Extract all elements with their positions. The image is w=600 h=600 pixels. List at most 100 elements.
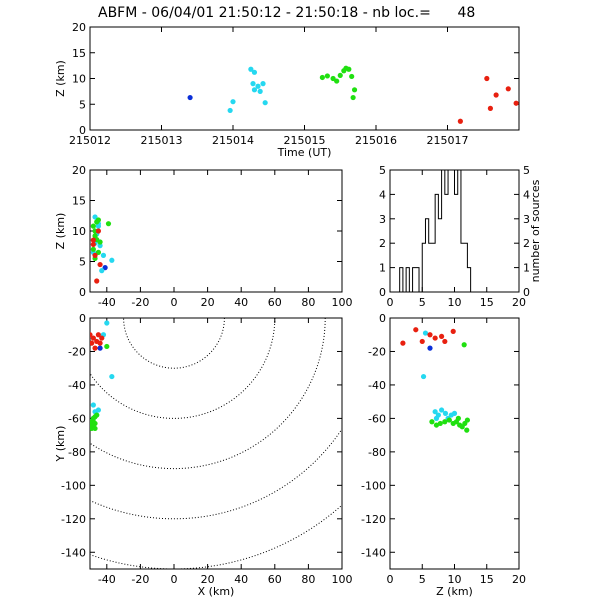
height-histogram-xtick-label: 20 <box>512 296 526 309</box>
height-y-point-blue <box>427 345 433 351</box>
x-height-point-blue <box>102 265 108 271</box>
height-y-point-cyan <box>451 410 458 416</box>
figure-title: ABFM - 06/04/01 21:50:12 - 21:50:18 - nb… <box>98 5 475 21</box>
x-y-plan-point-red <box>90 335 96 341</box>
height-y-point-green <box>429 419 435 425</box>
range-ring <box>123 318 225 369</box>
x-y-plan-xtick-label: 80 <box>301 573 315 586</box>
height-y-ytick-label: -120 <box>361 513 386 526</box>
x-height-ytick-label: 20 <box>72 164 86 177</box>
range-ring <box>90 427 342 520</box>
height-histogram-ytick-label-right: 2 <box>523 237 530 250</box>
height-y-ytick-label: -60 <box>368 412 386 425</box>
time-height-point-green <box>324 73 330 79</box>
time-height-point-green <box>337 72 343 79</box>
time-height-frame <box>89 26 520 131</box>
time-height-ytick-label: 0 <box>79 124 86 137</box>
x-height-point-cyan <box>92 214 98 220</box>
time-height-ytick-label: 20 <box>72 21 86 34</box>
x-height-ytick-label: 10 <box>72 225 86 238</box>
height-histogram-xtick-label: 15 <box>480 296 494 309</box>
x-height-xtick-label: 60 <box>268 296 282 309</box>
time-height-xtick-label: 215013 <box>141 134 183 147</box>
height-y-xtick-label: 10 <box>448 573 462 586</box>
histogram-step-line <box>399 169 472 293</box>
time-height-point-green <box>330 75 336 82</box>
height-y-point-red <box>450 328 456 334</box>
x-y-plan-point-green <box>92 420 98 427</box>
time-height-point-cyan <box>230 99 236 105</box>
time-height-xtick-label: 215016 <box>355 134 397 147</box>
height-y-point-cyan <box>439 407 445 413</box>
height-y-point-cyan <box>442 410 449 416</box>
height-y-point-green <box>464 417 470 423</box>
time-height-xtick-label: 215014 <box>212 134 254 147</box>
height-y-xtick-label: 15 <box>480 573 494 586</box>
x-height-panel: -40 -20 0 20 40 60 80 100 0 5 10 15 20 Z (km) <box>54 164 353 309</box>
time-height-point-red <box>487 105 493 111</box>
height-histogram-ytick-label: 3 <box>379 213 386 226</box>
x-y-plan-xtick-label: 20 <box>201 573 215 586</box>
time-height-point-cyan <box>250 81 256 87</box>
x-height-point-red <box>97 261 103 268</box>
height-y-xtick-label: 20 <box>512 573 526 586</box>
time-height-point-cyan <box>255 83 261 89</box>
x-y-plan-point-blue <box>97 345 103 351</box>
height-y-point-red <box>400 340 406 346</box>
x-y-plan-point-red <box>97 340 103 346</box>
time-height-ytick-label: 10 <box>72 73 86 86</box>
height-y-point-green <box>455 415 461 421</box>
time-height-ylabel: Z (km) <box>54 60 67 97</box>
x-height-point-green <box>95 249 101 255</box>
height-y-points <box>400 327 470 433</box>
height-histogram-ytick-label: 1 <box>379 262 386 275</box>
time-height-xtick-label: 215015 <box>284 134 326 147</box>
time-height-point-red <box>457 118 463 124</box>
height-y-point-green <box>461 342 467 348</box>
time-height-point-cyan <box>262 100 268 106</box>
x-height-point-cyan <box>100 252 107 258</box>
time-height-point-green <box>346 66 352 72</box>
height-y-point-red <box>427 332 433 338</box>
height-y-point-green <box>464 427 470 433</box>
range-rings <box>90 318 342 569</box>
time-height-point-blue <box>187 94 193 101</box>
histogram-bin <box>429 243 432 292</box>
time-height-point-green <box>334 78 340 84</box>
height-y-point-red <box>439 333 445 340</box>
x-y-plan-ytick-label: -20 <box>68 345 86 358</box>
range-ring <box>90 318 276 419</box>
time-height-point-cyan <box>251 87 258 93</box>
time-height-point-green <box>350 94 356 101</box>
x-height-ytick-label: 15 <box>72 195 86 208</box>
x-y-plan-point-cyan <box>95 407 101 413</box>
time-height-point-green <box>351 87 358 93</box>
x-height-point-red <box>92 252 98 258</box>
time-height-panel: 215012 215013 215014 215015 215016 215017 0 5 10… <box>54 21 520 159</box>
x-y-plan-xtick-label: 100 <box>332 573 353 586</box>
x-height-xtick-label: -40 <box>98 296 116 309</box>
time-height-point-cyan <box>251 69 258 75</box>
x-y-plan-point-red <box>92 345 98 351</box>
height-y-point-red <box>413 327 419 333</box>
time-height-point-green <box>349 73 355 80</box>
height-y-point-cyan <box>422 330 429 336</box>
x-height-ytick-label: 5 <box>79 256 86 269</box>
time-height-xtick-label: 215017 <box>427 134 469 147</box>
time-height-point-red <box>493 92 499 98</box>
height-histogram-ytick-label-right: 1 <box>523 262 530 275</box>
histogram-bin <box>438 219 441 292</box>
height-y-point-red <box>432 335 438 341</box>
x-y-plan-panel: -40 -20 0 20 40 60 80 100 0 -20 -40 -60 -80 -100 -120 -… <box>54 312 353 598</box>
height-y-ytick-label: -20 <box>368 345 386 358</box>
histogram-bin <box>455 194 458 292</box>
time-height-xlabel: Time (UT) <box>277 146 332 159</box>
x-height-point-green <box>90 223 96 229</box>
height-y-ytick-label: -40 <box>368 379 386 392</box>
height-y-ytick-label: -140 <box>361 546 386 559</box>
x-height-point-red <box>90 237 96 243</box>
x-y-plan-ylabel: Y (km) <box>54 426 67 463</box>
height-y-ytick-label: -100 <box>361 479 386 492</box>
